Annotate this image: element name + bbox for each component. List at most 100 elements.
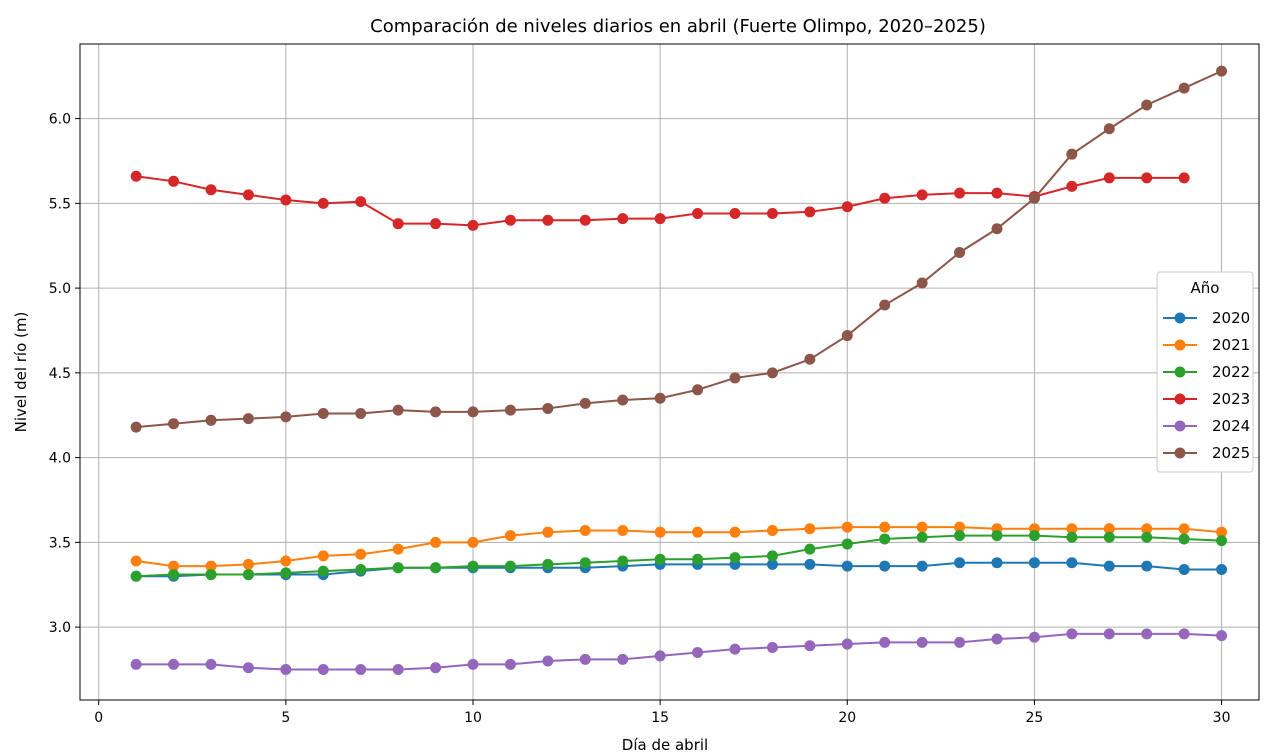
data-point-2024: [1028, 631, 1040, 643]
data-point-2020: [804, 558, 816, 570]
data-point-2025: [879, 299, 891, 311]
data-point-2024: [654, 650, 666, 662]
legend-label: 2023: [1212, 390, 1250, 408]
series-2022: [130, 530, 1228, 582]
data-point-2020: [879, 560, 891, 572]
data-point-2023: [392, 218, 404, 230]
data-point-2022: [1178, 533, 1190, 545]
data-point-2025: [579, 397, 591, 409]
data-point-2025: [1066, 148, 1078, 160]
data-point-2024: [430, 662, 442, 674]
legend-item-2024: 2024: [1163, 417, 1250, 435]
data-point-2024: [355, 663, 367, 675]
data-point-2022: [729, 552, 741, 564]
grid: [80, 44, 1259, 700]
data-point-2024: [841, 638, 853, 650]
data-point-2025: [317, 408, 329, 420]
y-tick-label: 5.0: [49, 281, 71, 297]
data-point-2021: [317, 550, 329, 562]
series-line-2020: [136, 561, 1222, 578]
data-point-2023: [879, 192, 891, 204]
data-point-2020: [1216, 563, 1228, 575]
legend-marker: [1174, 339, 1186, 351]
data-point-2025: [954, 246, 966, 258]
legend-marker: [1174, 447, 1186, 459]
data-point-2022: [467, 560, 479, 572]
data-point-2024: [504, 658, 516, 670]
data-point-2022: [991, 530, 1003, 542]
data-point-2025: [205, 414, 217, 426]
data-point-2022: [654, 553, 666, 565]
data-point-2020: [1103, 560, 1115, 572]
data-point-2025: [504, 404, 516, 416]
data-point-2022: [1141, 531, 1153, 543]
data-point-2024: [766, 641, 778, 653]
legend-item-2020: 2020: [1163, 309, 1250, 327]
x-tick-label: 25: [1026, 710, 1044, 726]
data-point-2025: [430, 406, 442, 418]
data-point-2023: [804, 206, 816, 218]
data-point-2025: [729, 372, 741, 384]
data-point-2024: [280, 663, 292, 675]
data-point-2021: [1103, 523, 1115, 535]
legend-label: 2022: [1212, 363, 1250, 381]
data-point-2023: [654, 213, 666, 225]
data-point-2024: [954, 636, 966, 648]
series-2020: [130, 557, 1228, 582]
data-point-2021: [841, 521, 853, 533]
data-point-2022: [916, 531, 928, 543]
x-tick-label: 20: [838, 710, 856, 726]
data-point-2024: [579, 653, 591, 665]
chart-title: Comparación de niveles diarios en abril …: [370, 16, 986, 37]
data-point-2025: [617, 394, 629, 406]
data-point-2022: [1028, 530, 1040, 542]
x-tick-label: 10: [464, 710, 482, 726]
data-point-2025: [355, 408, 367, 420]
data-point-2025: [130, 421, 142, 433]
data-point-2021: [916, 521, 928, 533]
data-point-2023: [1178, 172, 1190, 184]
data-point-2022: [242, 569, 254, 581]
data-point-2025: [1178, 82, 1190, 94]
data-point-2021: [542, 526, 554, 538]
legend-item-2021: 2021: [1163, 336, 1250, 354]
legend-label: 2025: [1212, 444, 1250, 462]
data-point-2025: [392, 404, 404, 416]
x-tick-label: 0: [94, 710, 103, 726]
y-tick-label: 4.5: [49, 366, 71, 382]
data-point-2020: [766, 558, 778, 570]
data-point-2023: [542, 214, 554, 226]
data-point-2020: [916, 560, 928, 572]
data-point-2021: [504, 530, 516, 542]
data-point-2020: [1141, 560, 1153, 572]
legend-marker: [1174, 312, 1186, 324]
data-point-2021: [205, 560, 217, 572]
data-point-2022: [542, 558, 554, 570]
legend: Año 2020 2021 2022 2023 2024 2025: [1156, 271, 1254, 473]
data-point-2021: [692, 526, 704, 538]
data-point-2025: [1028, 192, 1040, 204]
data-point-2025: [1103, 123, 1115, 135]
series-2025: [130, 65, 1228, 433]
x-tick-label: 15: [651, 710, 669, 726]
data-point-2021: [1066, 523, 1078, 535]
data-point-2025: [916, 277, 928, 289]
data-point-2025: [242, 413, 254, 425]
series-line-2024: [136, 632, 1222, 671]
data-point-2025: [168, 418, 180, 430]
data-point-2021: [467, 536, 479, 548]
series-line-2025: [136, 70, 1222, 429]
legend-item-2022: 2022: [1163, 363, 1250, 381]
legend-marker: [1174, 393, 1186, 405]
data-point-2023: [991, 187, 1003, 199]
data-point-2023: [841, 201, 853, 213]
data-point-2024: [317, 663, 329, 675]
data-point-2021: [280, 555, 292, 567]
data-point-2025: [1216, 65, 1228, 77]
data-point-2024: [242, 662, 254, 674]
data-point-2021: [168, 560, 180, 572]
legend-title: Año: [1191, 279, 1220, 297]
data-point-2022: [355, 563, 367, 575]
data-point-2022: [954, 530, 966, 542]
data-point-2024: [916, 636, 928, 648]
